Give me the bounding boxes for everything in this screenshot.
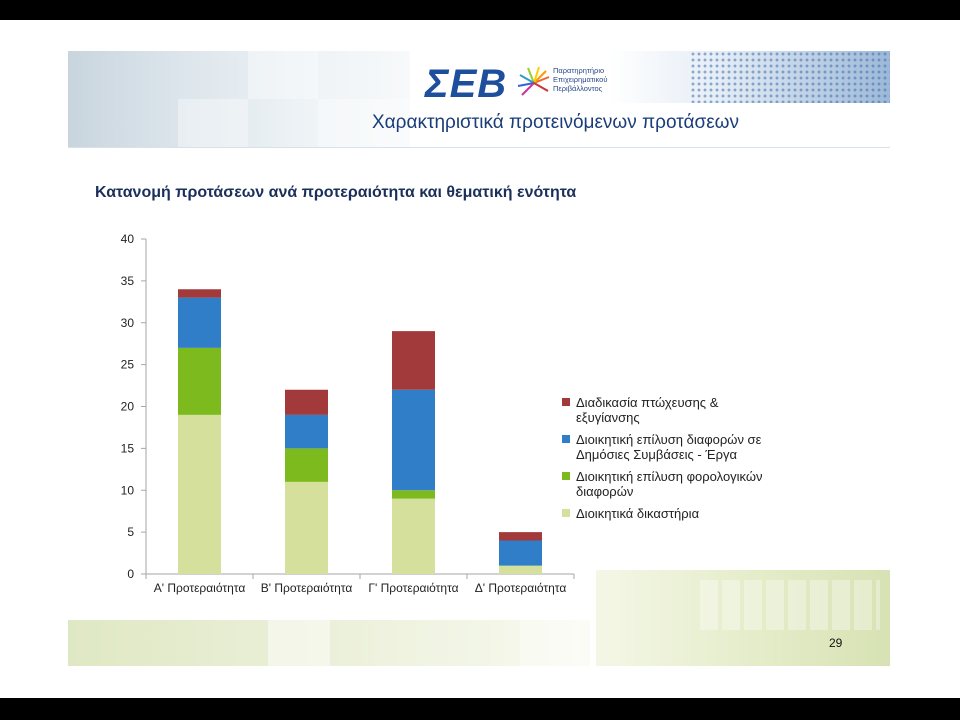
y-tick-label: 15 [121,441,135,455]
bar-segment [499,540,542,566]
slide-title: Χαρακτηριστικά προτεινόμενων προτάσεων [372,112,740,133]
x-category-label: Γ' Προτεραιότητα [368,581,458,595]
y-tick-label: 5 [127,525,134,539]
bar-segment [285,414,328,449]
footer-tile [268,620,330,666]
bar-segment [392,498,435,574]
legend-item: Διοικητική επίλυση διαφορών σε Δημόσιες … [562,432,777,462]
slide: ΣΕΒ Παρατηρητήριο Επιχειρηματικού Περιβά… [0,20,960,698]
y-tick-label: 30 [121,316,135,330]
legend-swatch [562,435,570,443]
footer-keys-pattern [700,580,880,630]
bar-segment [392,490,435,499]
stacked-bar-chart: 0 5 10 15 20 25 30 35 40 Α' Προτεραιότητα Β' Προτε… [121,232,575,595]
y-tick-label: 0 [127,567,134,581]
y-tick-label: 20 [121,400,135,414]
legend-swatch [562,472,570,480]
legend-swatch [562,509,570,517]
header-photo-banner [68,51,410,148]
y-tick-label: 35 [121,274,135,288]
legend-item: Διαδικασία πτώχευσης & εξυγίανσης [562,395,777,425]
y-tick-label: 40 [121,232,135,246]
bar-segment [285,389,328,415]
legend-swatch [562,398,570,406]
bar-segment [499,565,542,574]
header-divider [68,147,890,148]
footer-tile [520,620,590,666]
chart-subtitle: Κατανομή προτάσεων ανά προτεραιότητα και… [95,184,577,201]
bar-segment [285,448,328,482]
bar-segment [178,347,221,415]
legend-label: Διοικητική επίλυση διαφορών σε Δημόσιες … [576,432,762,462]
x-category-label: Δ' Προτεραιότητα [475,581,567,595]
bar-segment [178,289,221,298]
y-tick-label: 10 [121,483,135,497]
legend-label: Διοικητική επίλυση φορολογικών διαφορών [576,469,763,499]
logo-burst-icon [517,66,550,96]
bar-segment [392,389,435,491]
bar-segment [285,481,328,574]
x-category-label: Β' Προτεραιότητα [261,581,353,595]
legend-item: Διοικητικά δικαστήρια [562,506,777,521]
legend-label: Διαδικασία πτώχευσης & εξυγίανσης [576,395,719,425]
x-category-label: Α' Προτεραιότητα [154,581,246,595]
header-dot-pattern [690,51,890,103]
logo-tagline: Παρατηρητήριο Επιχειρηματικού Περιβάλλον… [553,66,608,93]
logo-wordmark: ΣΕΒ [425,62,508,106]
page-number: 29 [829,636,843,650]
legend-label: Διοικητικά δικαστήρια [576,506,700,521]
footer-banner-left [68,620,590,666]
chart-legend: Διαδικασία πτώχευσης & εξυγίανσης Διοικητ… [562,395,777,528]
bar-segment [178,297,221,348]
bar-segment [178,414,221,574]
bar-segment [392,331,435,390]
y-tick-label: 25 [121,358,135,372]
footer-keyboard-banner [596,570,890,666]
legend-item: Διοικητική επίλυση φορολογικών διαφορών [562,469,777,499]
bar-segment [499,532,542,541]
